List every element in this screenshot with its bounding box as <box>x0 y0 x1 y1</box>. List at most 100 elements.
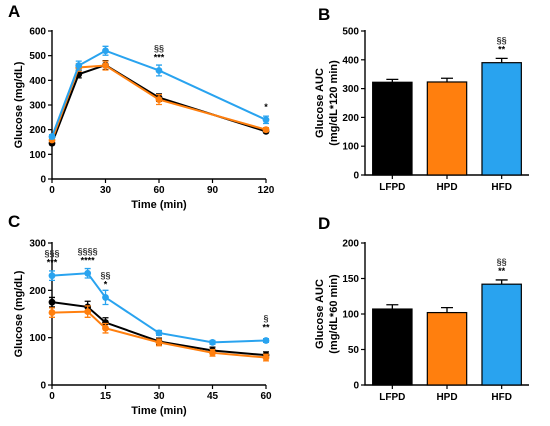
data-point <box>155 339 163 346</box>
x-axis-label: Time (min) <box>131 405 187 417</box>
data-point <box>48 133 56 140</box>
category-label: HFD <box>491 392 512 403</box>
x-tick-label: 60 <box>260 391 272 402</box>
bar-lfpd: LFPD <box>372 304 413 403</box>
y-tick-label: 100 <box>342 142 359 153</box>
x-axis-label: Time (min) <box>131 199 187 211</box>
data-point <box>75 62 83 69</box>
bar-hpd: HPD <box>426 306 468 403</box>
y-tick-label: 200 <box>342 239 359 250</box>
category-label: LFPD <box>379 182 405 193</box>
error-bar <box>386 304 399 310</box>
data-point <box>102 319 109 326</box>
data-point <box>102 324 109 332</box>
significance-section-marker: §§ <box>497 35 507 45</box>
y-axis-label-line2: (mg/dL*60 min) <box>328 274 340 354</box>
data-point <box>84 308 92 316</box>
data-point <box>262 337 270 344</box>
error-bar <box>441 77 453 82</box>
significance-star-marker: *** <box>47 258 58 268</box>
significance-star-marker: * <box>104 279 108 289</box>
significance-star-marker: ** <box>498 266 506 276</box>
y-tick-label: 100 <box>342 310 359 321</box>
data-point <box>102 62 109 69</box>
y-tick-label: 50 <box>348 345 360 356</box>
y-tick-label: 300 <box>342 84 359 95</box>
data-point <box>155 96 163 103</box>
significance-star-marker: ** <box>262 323 270 333</box>
y-tick-label: 400 <box>29 76 46 87</box>
y-tick-label: 300 <box>29 101 46 112</box>
panel-d: D 0 50 100 150 200 Glucose AUC (mg/dL*60 min) LF… <box>314 214 529 403</box>
y-tick-label: 200 <box>342 113 359 124</box>
data-point <box>48 298 56 306</box>
y-tick-label: 600 <box>29 27 46 38</box>
significance-section-marker: § <box>263 314 268 324</box>
x-tick-label: 15 <box>100 391 112 402</box>
error-bar <box>495 57 508 63</box>
category-label: HPD <box>436 182 457 193</box>
data-point <box>155 67 163 74</box>
bar <box>372 308 413 386</box>
bar <box>481 62 522 176</box>
significance-star-marker: **** <box>81 255 96 265</box>
bar <box>426 311 468 386</box>
panel-label: B <box>318 5 330 24</box>
x-tick-label: 30 <box>100 185 112 196</box>
bar <box>426 81 468 176</box>
data-point <box>48 309 56 316</box>
y-tick-label: 0 <box>353 171 359 182</box>
series-line <box>51 301 267 357</box>
x-tick-label: 30 <box>153 391 165 402</box>
panel-c: C 0 100 200 300 0 15 30 45 60 Time (min) Glucose (m… <box>8 212 272 417</box>
category-label: HFD <box>491 182 512 193</box>
y-axis-label-line1: Glucose AUC <box>314 279 326 349</box>
y-tick-label: 100 <box>29 150 46 161</box>
significance-star-marker: ** <box>498 44 506 54</box>
category-label: HPD <box>436 392 457 403</box>
panel-label: C <box>8 212 20 231</box>
x-tick-label: 120 <box>258 185 275 196</box>
data-point <box>102 47 109 55</box>
significance-section-marker: §§ <box>497 257 507 267</box>
y-tick-label: 200 <box>29 125 46 136</box>
data-point <box>262 126 270 134</box>
bar <box>372 81 413 176</box>
category-label: LFPD <box>379 392 405 403</box>
error-bar <box>441 306 453 313</box>
significance-star-marker: * <box>264 102 268 112</box>
data-point <box>262 116 270 124</box>
y-tick-label: 100 <box>29 333 46 344</box>
x-tick-label: 90 <box>207 185 219 196</box>
significance-section-marker: §§§ <box>44 249 59 259</box>
series-line <box>51 310 267 359</box>
series-line <box>51 272 267 344</box>
bar <box>481 283 522 386</box>
y-tick-label: 300 <box>29 239 46 250</box>
data-point <box>48 272 56 280</box>
significance-section-marker: §§§§ <box>78 246 98 256</box>
bar-hfd: HFD <box>481 279 522 403</box>
series-lfpd <box>48 296 270 360</box>
y-tick-label: 400 <box>342 55 359 66</box>
data-point <box>209 339 216 346</box>
series-hfd <box>48 45 270 140</box>
x-tick-label: 60 <box>153 185 165 196</box>
panel-label: D <box>318 214 330 233</box>
bar-hfd: HFD <box>481 57 522 193</box>
error-bar <box>495 279 508 285</box>
significance-section-marker: §§ <box>100 270 110 280</box>
y-axis-label-line1: Glucose AUC <box>314 68 326 138</box>
y-axis-label: Glucose (mg/dL) <box>13 61 25 148</box>
y-tick-label: 0 <box>40 175 46 186</box>
data-point <box>84 269 92 277</box>
data-point <box>262 354 270 361</box>
y-tick-label: 500 <box>342 27 359 38</box>
data-point <box>102 294 109 301</box>
y-axis-label-line2: (mg/dL*120 min) <box>328 60 340 146</box>
x-tick-label: 0 <box>49 185 55 196</box>
y-tick-label: 200 <box>29 286 46 297</box>
x-tick-label: 0 <box>49 391 55 402</box>
panel-b: B 0 100 200 300 400 500 Glucose AUC (mg/dL*120 m… <box>314 5 529 193</box>
